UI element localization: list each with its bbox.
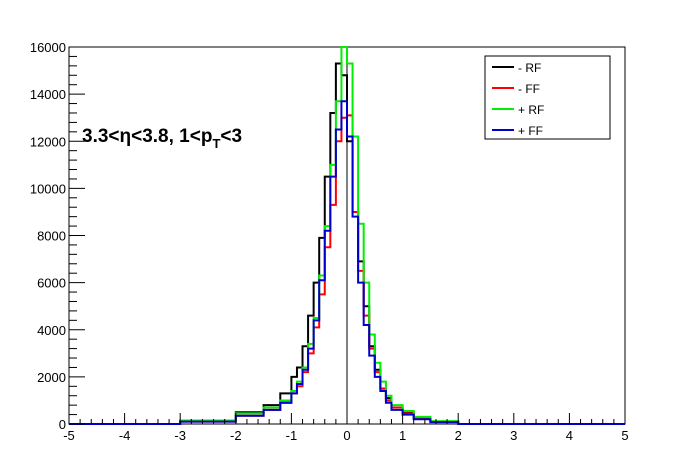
series-line-4 (69, 100, 625, 425)
x-tick-label: 1 (399, 428, 406, 443)
annotation-main: 3.3<η<3.8, 1<p (82, 126, 212, 147)
x-tick-label: -2 (230, 428, 242, 443)
x-tick-label: 4 (566, 428, 573, 443)
x-tick-label: -4 (119, 428, 131, 443)
y-tick-label: 6000 (37, 276, 66, 291)
y-axis: 0 2000 4000 6000 8000 10000 12000 14000 16000 (30, 40, 85, 432)
y-tick-label: 2000 (37, 370, 66, 385)
y-tick-label: 0 (59, 417, 66, 432)
annotation-subscript: T (212, 136, 220, 151)
x-tick-label: -1 (286, 428, 298, 443)
y-tick-label: 8000 (37, 229, 66, 244)
legend-box (484, 55, 611, 140)
x-tick-label: 5 (621, 428, 628, 443)
legend-label: + RF (518, 103, 544, 117)
y-tick-label: 14000 (30, 87, 66, 102)
x-tick-label: -3 (174, 428, 186, 443)
y-tick-label: 16000 (30, 40, 66, 55)
legend-label: + FF (518, 124, 543, 138)
chart-annotation: 3.3<η<3.8, 1<pT<3 (82, 126, 242, 151)
annotation-tail: <3 (220, 126, 242, 147)
legend-label: - RF (518, 61, 541, 75)
x-tick-label: -5 (63, 428, 75, 443)
y-tick-label: 10000 (30, 181, 66, 196)
legend-items: - RF - FF + RF + FF (492, 61, 544, 138)
legend-label: - FF (518, 82, 540, 96)
x-tick-label: 3 (510, 428, 517, 443)
legend: - RF - FF + RF + FF (484, 55, 611, 140)
series-layer (69, 46, 625, 425)
y-tick-label: 4000 (37, 323, 66, 338)
y-tick-label: 12000 (30, 134, 66, 149)
x-tick-label: 0 (343, 428, 350, 443)
x-tick-label: 2 (455, 428, 462, 443)
x-axis: -5 -4 -3 -2 -1 0 1 2 3 4 5 (63, 413, 629, 443)
